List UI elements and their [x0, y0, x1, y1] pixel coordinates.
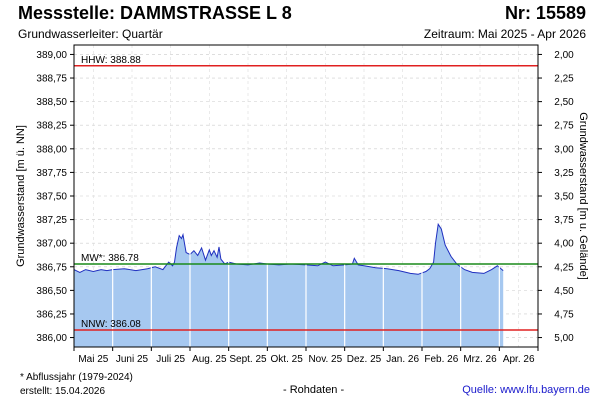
y-tick-label: 389,00: [36, 50, 67, 61]
station-title: Messstelle: DAMMSTRASSE L 8: [18, 3, 292, 23]
y-tick-label: 386,25: [36, 309, 67, 320]
y-tick-label: 387,00: [36, 239, 67, 250]
y-tick-label: 386,50: [36, 286, 67, 297]
y-right-tick-label: 2,50: [554, 97, 574, 108]
x-axis: Mai 25 Juni 25 Juli 25 Aug. 25 Sept. 25 Okt. …: [73, 347, 539, 365]
aquifer-label: Grundwasserleiter: Quartär: [18, 27, 163, 41]
y-right-tick-label: 2,00: [554, 50, 574, 61]
x-tick-label: Jan. 26: [386, 354, 419, 365]
y-axis-right: 2,00 2,25 2,50 2,75 3,00 3,25 3,50 3,75 4,00 4,25…: [538, 50, 574, 344]
y-right-tick-label: 2,25: [554, 74, 574, 85]
y-tick-label: 386,00: [36, 333, 67, 344]
y-right-tick-label: 3,50: [554, 192, 574, 203]
x-tick-label: Feb. 26: [424, 354, 458, 365]
y-tick-label: 386,75: [36, 262, 67, 273]
created-date: erstellt: 15.04.2026: [20, 386, 106, 397]
y-tick-label: 387,25: [36, 215, 67, 226]
reference-lines: HHW: 388.88 MW*: 386.78 NNW: 386.08: [74, 55, 538, 331]
y-right-tick-label: 4,25: [554, 262, 574, 273]
station-number: Nr: 15589: [504, 3, 586, 23]
y-tick-label: 388,75: [36, 74, 67, 85]
y-tick-label: 387,75: [36, 168, 67, 179]
x-tick-label: Mai 25: [78, 354, 108, 365]
y-right-tick-label: 3,25: [554, 168, 574, 179]
y-tick-label: 388,25: [36, 121, 67, 132]
water-level-area: [74, 224, 504, 347]
reference-label: MW*: 386.78: [81, 253, 139, 264]
footnote: * Abflussjahr (1979-2024): [20, 372, 133, 383]
x-tick-label: Sept. 25: [229, 354, 267, 365]
y-tick-label: 388,00: [36, 144, 67, 155]
x-tick-label: Aug. 25: [192, 354, 227, 365]
y-axis-left: 386,00 386,25 386,50 386,75 387,00 387,25 387,…: [36, 50, 74, 344]
y-right-tick-label: 2,75: [554, 121, 574, 132]
month-lines: [112, 45, 500, 347]
y-right-tick-label: 4,00: [554, 239, 574, 250]
reference-label: NNW: 386.08: [81, 319, 141, 330]
period-label: Zeitraum: Mai 2025 - Apr 2026: [423, 27, 586, 41]
rawdata-label: - Rohdaten -: [283, 384, 345, 396]
reference-label: HHW: 388.88: [81, 55, 141, 66]
x-tick-label: Juli 25: [156, 354, 185, 365]
y-tick-label: 388,50: [36, 97, 67, 108]
x-tick-label: Juni 25: [116, 354, 149, 365]
x-tick-label: Apr. 26: [503, 354, 535, 365]
y-right-tick-label: 3,00: [554, 144, 574, 155]
y-right-tick-label: 5,00: [554, 333, 574, 344]
y-axis-label-left: Grundwasserstand [m ü. NN]: [15, 125, 27, 267]
x-tick-label: Okt. 25: [271, 354, 304, 365]
x-tick-label: Dez. 25: [347, 354, 382, 365]
y-right-tick-label: 3,75: [554, 215, 574, 226]
y-right-tick-label: 4,75: [554, 309, 574, 320]
y-right-tick-label: 4,50: [554, 286, 574, 297]
x-tick-label: Nov. 25: [308, 354, 342, 365]
y-axis-label-right: Grundwasserstand [m u. Gelände]: [577, 112, 589, 280]
source-link[interactable]: Quelle: www.lfu.bayern.de: [462, 384, 590, 396]
y-tick-label: 387,50: [36, 192, 67, 203]
x-tick-label: Mrz. 26: [463, 354, 497, 365]
